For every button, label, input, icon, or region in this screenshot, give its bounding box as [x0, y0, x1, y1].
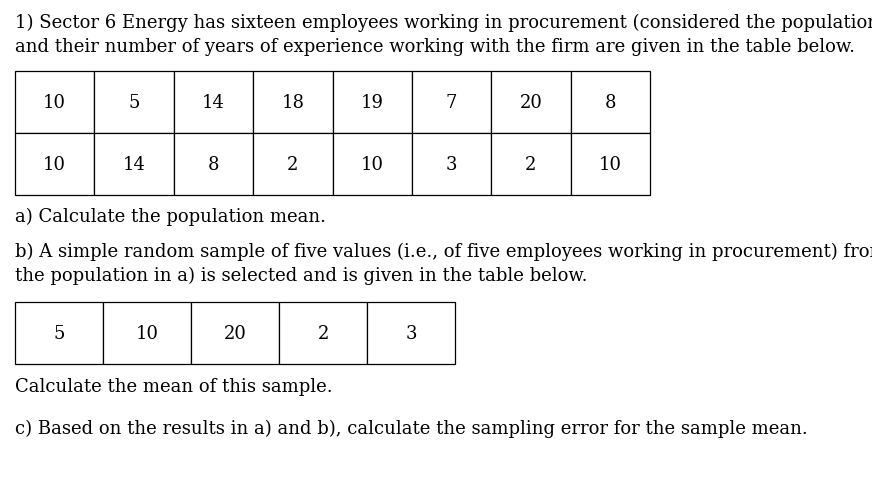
Text: 3: 3 [405, 324, 417, 342]
Text: 10: 10 [361, 156, 384, 174]
Bar [174, 72, 253, 134]
Text: 3: 3 [446, 156, 457, 174]
Bar [174, 134, 253, 195]
Text: 1) Sector 6 Energy has sixteen employees working in procurement (considered the : 1) Sector 6 Energy has sixteen employees… [15, 14, 872, 32]
Text: 19: 19 [361, 94, 384, 112]
Text: b) A simple random sample of five values (i.e., of five employees working in pro: b) A simple random sample of five values… [15, 242, 872, 261]
Text: 10: 10 [135, 324, 159, 342]
Text: 7: 7 [446, 94, 457, 112]
Bar [253, 72, 332, 134]
Bar [253, 134, 332, 195]
Text: 8: 8 [208, 156, 219, 174]
Text: 5: 5 [53, 324, 65, 342]
Text: Calculate the mean of this sample.: Calculate the mean of this sample. [15, 377, 332, 395]
Text: 2: 2 [525, 156, 536, 174]
Bar [412, 72, 491, 134]
Text: 2: 2 [317, 324, 329, 342]
Text: c) Based on the results in a) and b), calculate the sampling error for the sampl: c) Based on the results in a) and b), ca… [15, 419, 807, 437]
Bar [94, 134, 174, 195]
Text: 10: 10 [44, 94, 66, 112]
Text: 2: 2 [287, 156, 298, 174]
Bar [570, 72, 650, 134]
Bar [332, 134, 412, 195]
Bar [15, 134, 94, 195]
Bar [94, 72, 174, 134]
Bar [15, 72, 94, 134]
Text: 18: 18 [282, 94, 304, 112]
Text: 5: 5 [128, 94, 140, 112]
Text: a) Calculate the population mean.: a) Calculate the population mean. [15, 207, 326, 226]
Bar [412, 134, 491, 195]
Bar [367, 302, 455, 364]
Bar [103, 302, 191, 364]
Bar [279, 302, 367, 364]
Bar [15, 302, 103, 364]
Bar [191, 302, 279, 364]
Bar [491, 134, 570, 195]
Text: 10: 10 [44, 156, 66, 174]
Text: 20: 20 [223, 324, 247, 342]
Text: 14: 14 [202, 94, 225, 112]
Text: the population in a) is selected and is given in the table below.: the population in a) is selected and is … [15, 266, 588, 285]
Text: 8: 8 [604, 94, 616, 112]
Bar [570, 134, 650, 195]
Text: 20: 20 [520, 94, 542, 112]
Text: and their number of years of experience working with the firm are given in the t: and their number of years of experience … [15, 38, 855, 56]
Text: 10: 10 [599, 156, 622, 174]
Bar [332, 72, 412, 134]
Bar [491, 72, 570, 134]
Text: 14: 14 [123, 156, 146, 174]
